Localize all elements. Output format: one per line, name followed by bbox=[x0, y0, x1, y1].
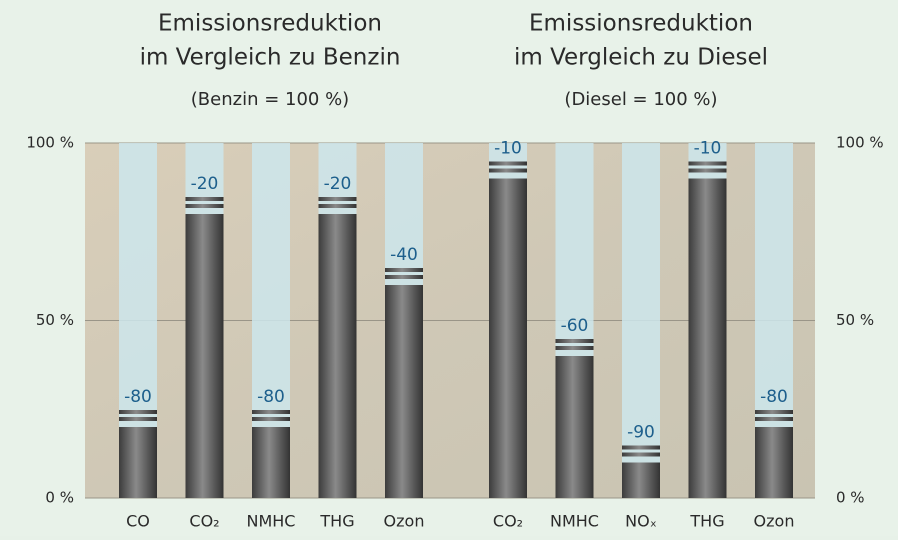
value-label: -90 bbox=[627, 423, 655, 443]
bar bbox=[385, 285, 423, 498]
bar-cap bbox=[186, 204, 224, 208]
reduction-band bbox=[622, 143, 660, 463]
chart-title: Emissionsreduktion bbox=[529, 11, 753, 37]
bar-cap bbox=[385, 275, 423, 279]
value-label: -10 bbox=[494, 139, 522, 159]
reduction-band bbox=[755, 143, 793, 427]
y-tick-label: 50 % bbox=[836, 311, 874, 329]
x-tick-label: CO₂ bbox=[493, 512, 523, 531]
x-tick-label: THG bbox=[689, 512, 724, 531]
value-label: -40 bbox=[390, 245, 418, 265]
x-tick-label: NMHC bbox=[247, 512, 296, 531]
value-label: -10 bbox=[694, 139, 722, 159]
bar bbox=[252, 427, 290, 498]
x-tick-label: CO bbox=[126, 512, 150, 531]
bar-cap bbox=[319, 204, 357, 208]
bar bbox=[319, 214, 357, 498]
bar-cap bbox=[689, 162, 727, 166]
chart-subtitle: (Diesel = 100 %) bbox=[564, 89, 717, 110]
chart-subtitle: (Benzin = 100 %) bbox=[191, 89, 349, 110]
chart-title: im Vergleich zu Benzin bbox=[140, 45, 401, 71]
y-tick-label: 100 % bbox=[26, 134, 74, 152]
chart: Emissionsreduktion im Vergleich zu Benzin… bbox=[0, 0, 898, 536]
y-tick-label: 0 % bbox=[836, 489, 865, 507]
chart-title: im Vergleich zu Diesel bbox=[514, 45, 768, 71]
bar bbox=[755, 427, 793, 498]
bar bbox=[622, 463, 660, 499]
bar-cap bbox=[319, 197, 357, 201]
bar bbox=[689, 179, 727, 499]
value-label: -80 bbox=[257, 387, 285, 407]
reduction-band bbox=[119, 143, 157, 427]
bar-cap bbox=[489, 169, 527, 173]
x-tick-label: Ozon bbox=[754, 512, 795, 531]
bar-cap bbox=[186, 197, 224, 201]
bar-cap bbox=[755, 417, 793, 421]
x-tick-label: THG bbox=[319, 512, 354, 531]
bar bbox=[119, 427, 157, 498]
y-tick-label: 100 % bbox=[836, 134, 884, 152]
bar bbox=[186, 214, 224, 498]
bar-cap bbox=[755, 410, 793, 414]
bar-cap bbox=[119, 417, 157, 421]
y-tick-label: 0 % bbox=[45, 489, 74, 507]
x-tick-label: CO₂ bbox=[189, 512, 219, 531]
x-tick-label: NOₓ bbox=[625, 512, 657, 531]
chart-title: Emissionsreduktion bbox=[158, 11, 382, 37]
bar-cap bbox=[556, 339, 594, 343]
bar-cap bbox=[252, 417, 290, 421]
x-tick-label: NMHC bbox=[550, 512, 599, 531]
x-tick-label: Ozon bbox=[384, 512, 425, 531]
bar bbox=[556, 356, 594, 498]
bar-cap bbox=[119, 410, 157, 414]
value-label: -20 bbox=[324, 174, 352, 194]
bar-cap bbox=[252, 410, 290, 414]
bar-cap bbox=[622, 453, 660, 457]
bar bbox=[489, 179, 527, 499]
bar-cap bbox=[622, 446, 660, 450]
bar-cap bbox=[489, 162, 527, 166]
value-label: -20 bbox=[191, 174, 219, 194]
value-label: -60 bbox=[561, 316, 589, 336]
bar-cap bbox=[385, 268, 423, 272]
y-tick-label: 50 % bbox=[36, 311, 74, 329]
bar-cap bbox=[689, 169, 727, 173]
reduction-band bbox=[252, 143, 290, 427]
bar-cap bbox=[556, 346, 594, 350]
value-label: -80 bbox=[124, 387, 152, 407]
value-label: -80 bbox=[760, 387, 788, 407]
